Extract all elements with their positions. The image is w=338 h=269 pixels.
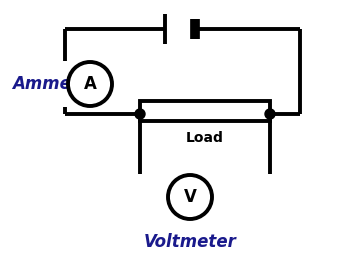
Text: A: A (83, 75, 96, 93)
Circle shape (265, 109, 275, 119)
Circle shape (168, 175, 212, 219)
Text: Ammeter: Ammeter (12, 75, 98, 93)
Text: Voltmeter: Voltmeter (144, 233, 237, 251)
Text: Load: Load (186, 131, 224, 145)
Bar (140, 101, 270, 121)
Text: V: V (184, 188, 196, 206)
Circle shape (68, 62, 112, 106)
Circle shape (135, 109, 145, 119)
